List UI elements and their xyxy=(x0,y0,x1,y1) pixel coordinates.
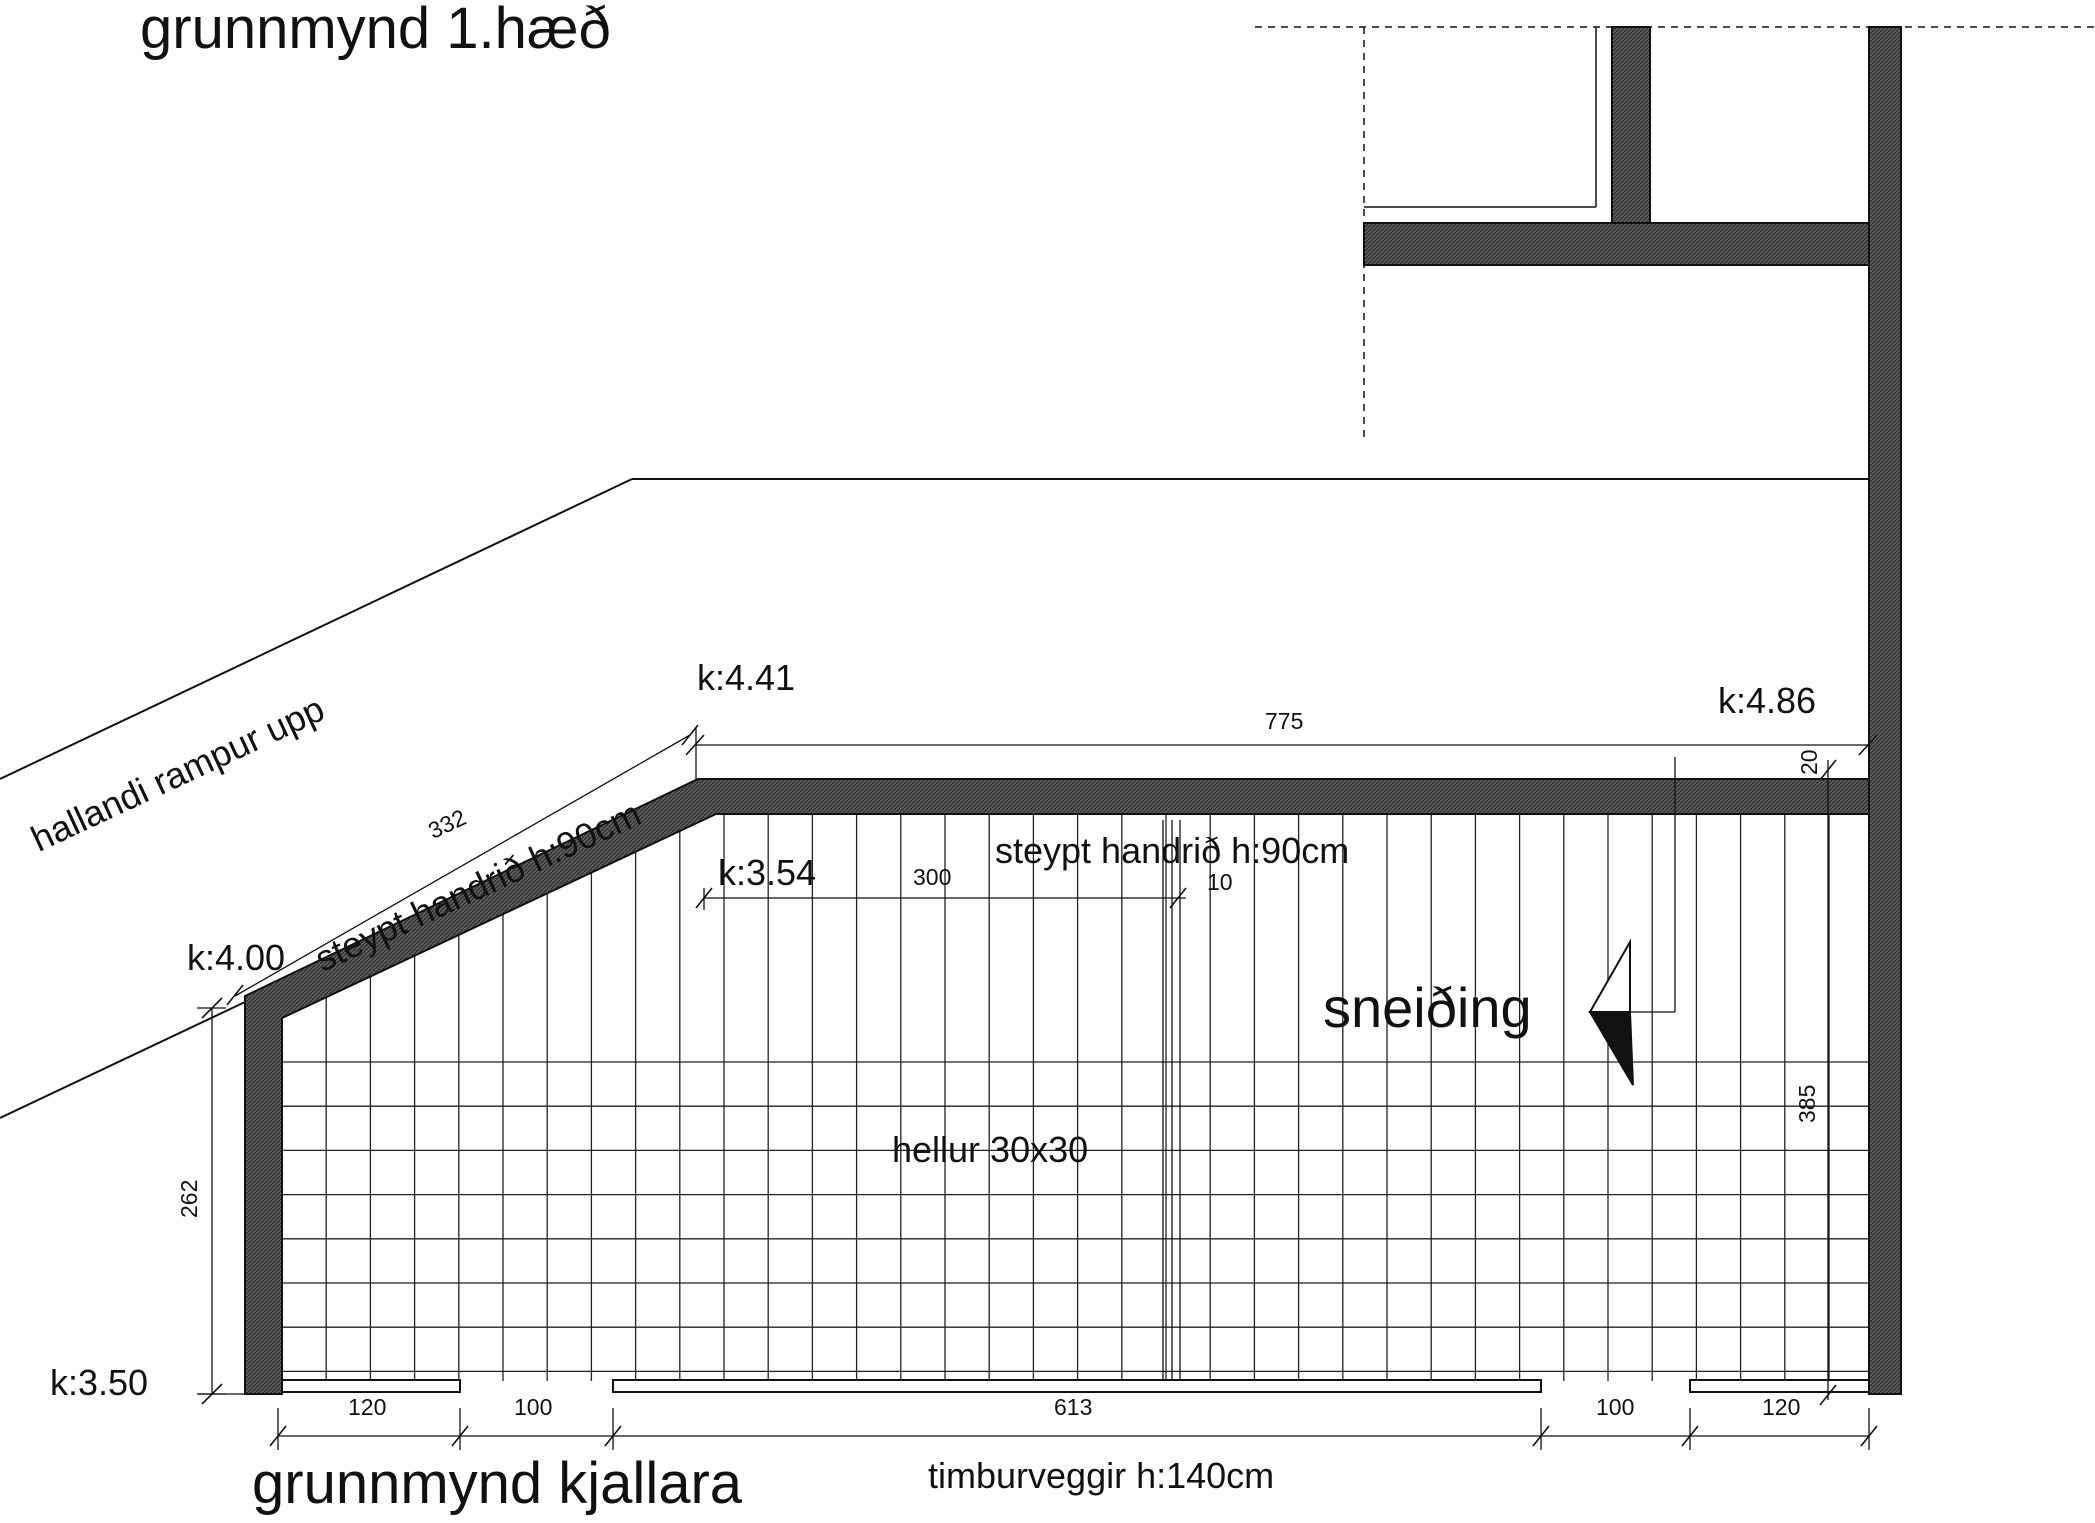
dimension-ticks xyxy=(201,724,1878,1447)
upper-building-outline xyxy=(1255,26,2095,1395)
level-k400: k:4.00 xyxy=(187,937,286,978)
level-k350: k:3.50 xyxy=(50,1362,149,1403)
dim-top-length: 775 xyxy=(1265,708,1304,734)
timber-walls-label: timburveggir h:140cm xyxy=(928,1455,1275,1496)
dim-inner-300: 300 xyxy=(913,864,952,890)
dim-bottom-1: 120 xyxy=(348,1394,387,1420)
railing-top-label: steypt handrið h:90cm xyxy=(995,830,1350,871)
basement-title: grunnmynd kjallara xyxy=(252,1451,743,1516)
level-k486: k:4.86 xyxy=(1718,680,1817,721)
concrete-railing-walls xyxy=(244,778,1870,1395)
dim-bottom-3: 613 xyxy=(1054,1394,1093,1420)
dim-bottom-2: 100 xyxy=(514,1394,553,1420)
upper-floor-title: grunnmynd 1.hæð xyxy=(140,0,611,61)
dimension-lines xyxy=(197,728,1870,1450)
ramp-outline xyxy=(0,478,1869,1119)
section-arrow-icon xyxy=(1588,938,1634,1086)
dim-bottom-5: 120 xyxy=(1762,1394,1801,1420)
dim-left-height: 262 xyxy=(176,1179,202,1218)
dim-inner-10: 10 xyxy=(1207,869,1233,895)
timber-wall-lines xyxy=(281,1379,1870,1393)
dim-right-height: 385 xyxy=(1794,1084,1820,1123)
dim-bottom-4: 100 xyxy=(1596,1394,1635,1420)
level-k354: k:3.54 xyxy=(718,852,817,893)
tiles-label: hellur 30x30 xyxy=(892,1129,1089,1170)
tile-grid xyxy=(282,814,1868,1381)
level-k441: k:4.41 xyxy=(697,657,796,698)
dim-top-wall: 20 xyxy=(1796,749,1822,775)
section-label: sneiðing xyxy=(1323,976,1532,1039)
